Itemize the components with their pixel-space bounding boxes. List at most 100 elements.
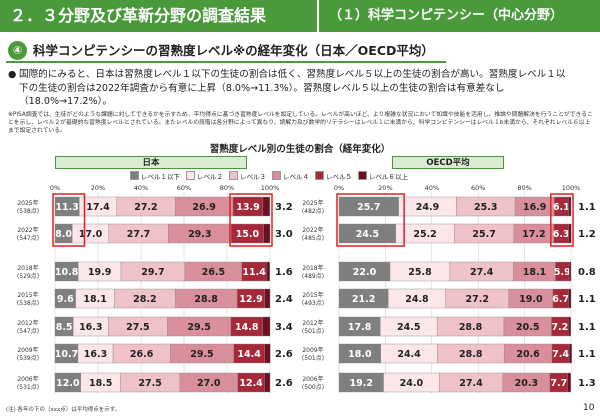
- row-year-label: 2012年: [17, 319, 38, 327]
- data-label: 25.7: [472, 229, 495, 240]
- row-score-label: (538点): [17, 299, 39, 307]
- summary-text: 国際的にみると、日本は習熟度レベル１以下の生徒の割合は低く、習熟度レベル５以上の…: [19, 69, 566, 107]
- bar-segment: [262, 196, 270, 217]
- row-year-label: 2018年: [302, 264, 323, 272]
- row-score-label: (493点): [302, 299, 324, 307]
- x-tick-label: 20%: [91, 184, 105, 192]
- row-score-label: (539点): [17, 354, 39, 362]
- x-tick-label: 100%: [261, 184, 280, 192]
- data-label: 7.2: [551, 322, 568, 333]
- legend-item: レベル３: [229, 171, 266, 181]
- data-label: 26.9: [192, 202, 215, 213]
- data-label: 3.0: [275, 229, 293, 240]
- row-score-label: (501点): [302, 327, 324, 335]
- bar-segment: [567, 372, 571, 393]
- data-label: 22.0: [353, 267, 377, 278]
- row-year-label: 2009年: [302, 346, 323, 354]
- row-score-label: (489点): [302, 272, 324, 280]
- bar-segment: [264, 343, 271, 364]
- row-score-label: (547点): [17, 327, 39, 335]
- legend-swatch: [186, 171, 195, 180]
- bar-segment: [264, 372, 271, 393]
- row-score-label: (538点): [17, 207, 39, 215]
- data-label: 28.8: [459, 349, 483, 360]
- row-year-label: 2006年: [302, 375, 323, 383]
- legend-swatch: [229, 171, 238, 180]
- subsection-header: （１）科学コンピテンシー（中心分野）: [319, 0, 600, 32]
- data-label: 29.3: [188, 229, 211, 240]
- data-label: 13.9: [236, 202, 259, 213]
- data-label: 1.3: [578, 378, 596, 389]
- data-label: 7.4: [552, 349, 569, 360]
- bar-segment: [568, 223, 572, 244]
- data-label: 26.6: [130, 349, 154, 360]
- legend-item: レベル４: [272, 171, 309, 181]
- data-label: 25.2: [413, 229, 436, 240]
- data-label: 5.9: [554, 267, 571, 278]
- stacked-bar-chart: 0% 20% 40% 60% 80% 100%2025年(538点) 11.3 17.4 27.…: [17, 184, 596, 394]
- bar-segment: [568, 316, 571, 337]
- data-label: 12.0: [56, 378, 80, 389]
- footnote: (注) 各年の下の（xxx点）は平均得点を示す。: [6, 407, 121, 413]
- data-label: 27.2: [466, 294, 489, 305]
- bar-segment: [568, 261, 572, 282]
- data-label: 25.8: [408, 267, 432, 278]
- legend-item: レベル６以上: [358, 171, 408, 181]
- data-label: 6.3: [553, 229, 570, 240]
- row-score-label: (547点): [17, 234, 39, 242]
- data-label: 9.6: [57, 294, 74, 305]
- row-year-label: 2015年: [17, 291, 38, 299]
- data-label: 2.6: [275, 349, 293, 360]
- data-label: 27.2: [134, 202, 157, 213]
- summary-bullet: ● 国際的にみると、日本は習熟度レベル１以下の生徒の割合は低く、習熟度レベル５以…: [8, 68, 568, 109]
- data-label: 14.8: [235, 322, 259, 333]
- data-label: 28.8: [459, 322, 483, 333]
- legend-label: レベル１以下: [141, 172, 180, 181]
- x-tick-label: 40%: [134, 184, 148, 192]
- data-label: 19.0: [519, 294, 543, 305]
- row-year-label: 2025年: [302, 199, 323, 207]
- row-score-label: (482点): [302, 207, 324, 215]
- data-label: 1.6: [275, 267, 293, 278]
- bar-segment: [264, 288, 271, 309]
- data-label: 18.1: [523, 267, 546, 278]
- data-label: 24.5: [356, 229, 379, 240]
- data-label: 18.5: [89, 378, 112, 389]
- bar-segment: [262, 316, 271, 337]
- x-tick-label: 100%: [562, 184, 581, 192]
- section-number-badge: ④: [8, 41, 27, 60]
- legend-label: レベル６以上: [369, 172, 408, 181]
- row-year-label: 2015年: [302, 291, 323, 299]
- x-tick-label: 40%: [425, 184, 439, 192]
- data-label: 15.0: [236, 229, 260, 240]
- data-label: 25.3: [474, 202, 497, 213]
- data-label: 27.4: [459, 378, 483, 389]
- panel-label-japan: 日本: [55, 156, 247, 169]
- data-label: 24.0: [400, 378, 424, 389]
- data-label: 27.5: [138, 378, 161, 389]
- x-tick-label: 80%: [517, 184, 531, 192]
- section-header: ２．３分野及び革新分野の調査結果: [0, 0, 317, 32]
- data-label: 1.1: [578, 322, 596, 333]
- data-label: 1.1: [578, 202, 596, 213]
- bar-segment: [263, 223, 271, 244]
- data-label: 10.7: [55, 349, 78, 360]
- data-label: 10.8: [55, 267, 79, 278]
- bullet-mark: ●: [8, 69, 17, 80]
- data-label: 24.4: [397, 349, 421, 360]
- definition-note: ※PISA調査では、生徒がどのような課題に対してできるかを示すため、平均得点に基…: [8, 112, 593, 134]
- data-label: 20.5: [516, 322, 539, 333]
- data-label: 29.5: [190, 349, 213, 360]
- bar-segment: [568, 288, 572, 309]
- data-label: 11.4: [242, 267, 266, 278]
- data-label: 3.4: [275, 322, 293, 333]
- data-label: 19.2: [350, 378, 373, 389]
- data-label: 16.9: [523, 202, 546, 213]
- legend-label: レベル５: [326, 172, 352, 181]
- legend-swatch: [272, 171, 281, 180]
- bar-segment: [266, 261, 270, 282]
- data-label: 20.3: [515, 378, 538, 389]
- data-label: 16.3: [79, 322, 102, 333]
- x-tick-label: 0%: [334, 184, 344, 192]
- data-label: 8.5: [56, 322, 73, 333]
